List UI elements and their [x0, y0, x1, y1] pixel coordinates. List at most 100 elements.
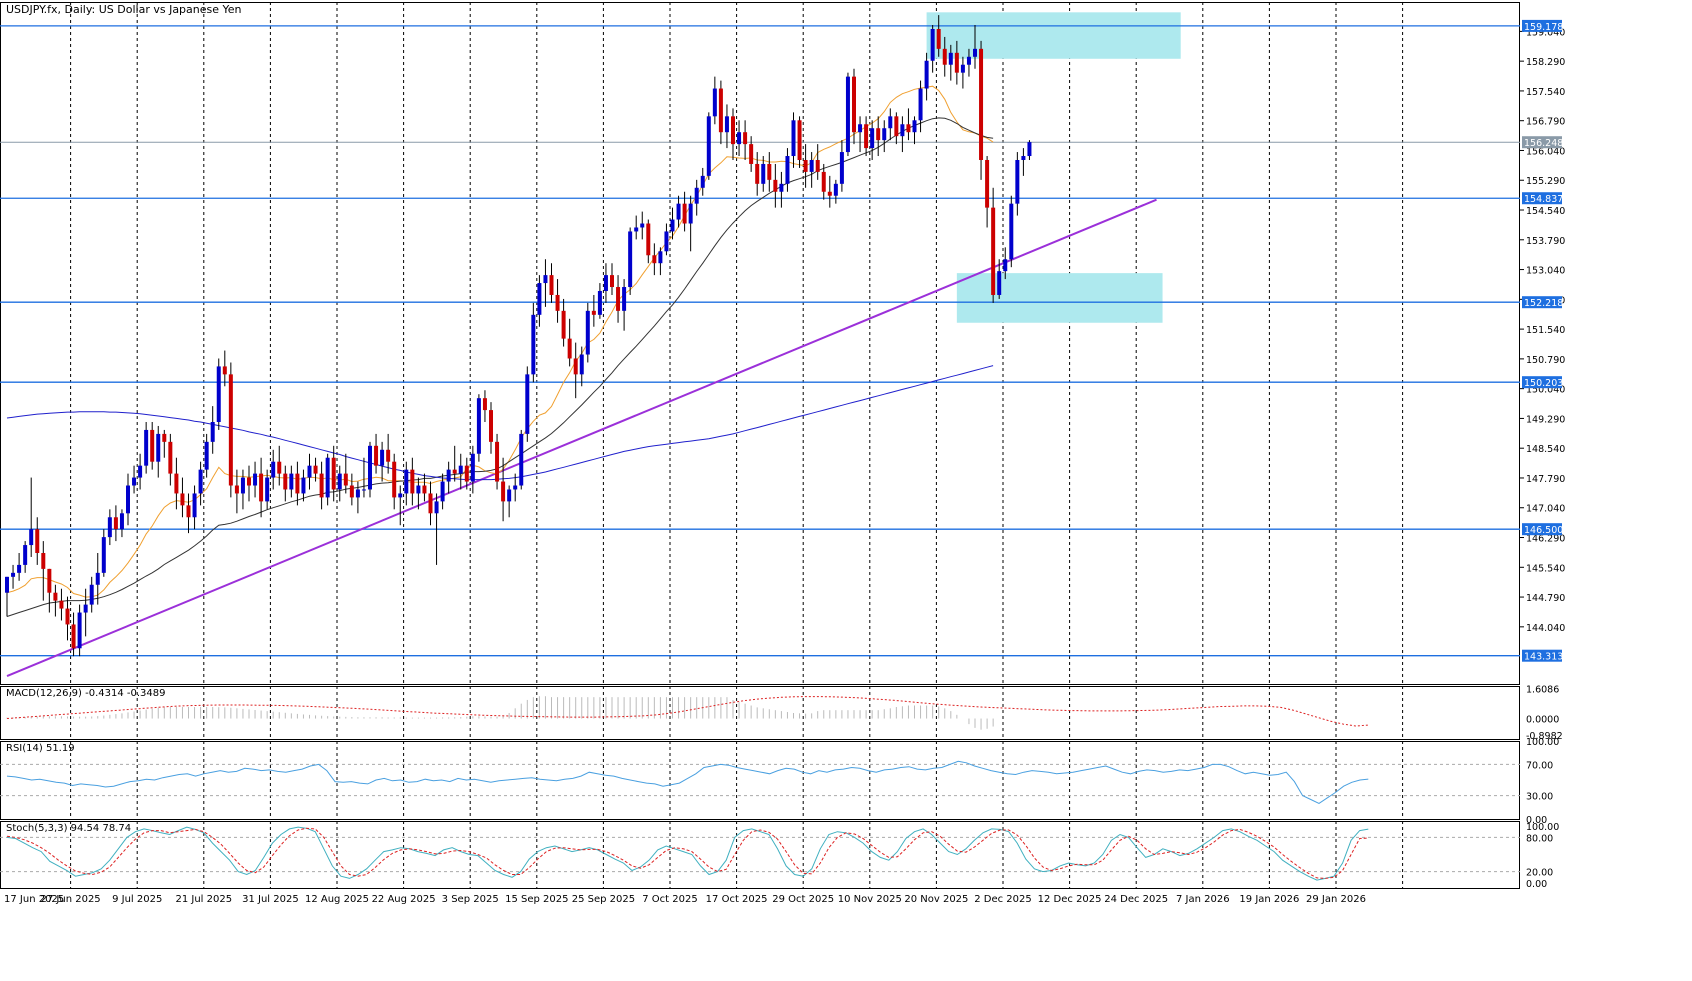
- supply-demand-zones: [926, 12, 1181, 323]
- bear-candle: [815, 159, 820, 172]
- bull-candle: [724, 116, 729, 133]
- vertical-grid: [70, 2, 1404, 888]
- bear-candle: [610, 275, 614, 288]
- bull-candle: [107, 517, 112, 538]
- price-tick-label: 153.040: [1526, 266, 1565, 277]
- bull-candle: [156, 433, 161, 462]
- indicator-frame-2: [0, 821, 1520, 889]
- bull-candle: [525, 374, 530, 434]
- price-tick-label: 144.040: [1526, 623, 1565, 634]
- bull-candle: [337, 473, 342, 490]
- bull-candle: [688, 203, 693, 224]
- bear-candle: [392, 461, 397, 498]
- zone-rectangle: [956, 273, 1163, 323]
- bear-candle: [186, 505, 191, 518]
- bull-candle: [210, 421, 215, 442]
- rsi-tick-label: 70.00: [1526, 760, 1553, 771]
- bull-candle: [966, 56, 971, 65]
- bear-candle: [47, 568, 52, 593]
- bull-candle: [216, 366, 221, 422]
- level-label-box: [1522, 296, 1562, 309]
- bull-candle: [17, 564, 22, 573]
- bull-candle: [1015, 159, 1020, 204]
- bull-candle: [997, 271, 1002, 295]
- bull-candle: [77, 612, 82, 649]
- macd-panel: MACD(12,26,9) -0.4314 -0.3489 1.6086 0.000…: [6, 685, 1563, 743]
- macd-signal-line: [6, 696, 1369, 727]
- time-tick-label: 20 Nov 2025: [904, 894, 968, 905]
- bull-candle: [271, 461, 276, 478]
- bear-candle: [991, 207, 996, 295]
- current-price-text: 156.248: [1524, 138, 1563, 149]
- bear-candle: [222, 366, 227, 375]
- bull-candle: [416, 485, 421, 494]
- time-tick-label: 12 Aug 2025: [305, 894, 369, 905]
- bear-candle: [743, 132, 748, 145]
- trendline-line: [6, 198, 1157, 677]
- bear-candle: [561, 310, 566, 339]
- time-tick-label: 12 Dec 2025: [1038, 894, 1102, 905]
- bear-candle: [386, 449, 391, 462]
- bear-candle: [567, 338, 572, 359]
- bear-candle: [767, 163, 772, 180]
- level-label-box: [1522, 649, 1562, 662]
- time-tick-label: 19 Jan 2026: [1239, 894, 1299, 905]
- level-label-box: [1522, 192, 1562, 205]
- bull-candle: [918, 88, 923, 121]
- bull-candle: [785, 156, 790, 184]
- bull-candle: [900, 124, 905, 137]
- bull-candle: [368, 445, 372, 490]
- level-label-box: [1522, 376, 1562, 389]
- bear-candle: [652, 255, 657, 264]
- bear-candle: [174, 473, 179, 494]
- bull-candle: [289, 473, 294, 490]
- price-tick-label: 158.290: [1526, 57, 1565, 68]
- bear-candle: [827, 191, 832, 196]
- bear-candle: [718, 88, 723, 133]
- bear-candle: [852, 76, 856, 133]
- bull-candle: [603, 275, 608, 291]
- level-price-labels: 159.178 154.837 152.218 150.203 146.500 143.3…: [1522, 19, 1563, 663]
- bear-candle: [985, 159, 990, 208]
- level-label-box: [1522, 523, 1562, 536]
- price-tick-label: 144.790: [1526, 593, 1565, 604]
- bull-candle: [23, 545, 28, 565]
- bear-candle: [180, 493, 185, 506]
- time-tick-label: 24 Dec 2025: [1104, 894, 1168, 905]
- time-tick-label: 29 Oct 2025: [772, 894, 834, 905]
- stoch-title: Stoch(5,3,3) 94.54 78.74: [6, 823, 131, 834]
- bull-candle: [597, 290, 602, 315]
- indicator-frame-0: [0, 686, 1520, 740]
- bear-candle: [682, 203, 687, 224]
- macd-tick-label: -0.8982: [1526, 731, 1563, 742]
- bear-candle: [555, 294, 560, 311]
- price-frame: [0, 2, 1520, 685]
- price-axis: 159.040 158.290 157.540 156.790 156.040 155.2…: [1520, 27, 1565, 634]
- bull-candle: [253, 473, 258, 486]
- moving-average-fast: [6, 85, 994, 598]
- bull-candle: [628, 231, 633, 288]
- bull-candle: [791, 120, 796, 157]
- bull-candle: [446, 469, 451, 482]
- indicator-frame-1: [0, 741, 1520, 820]
- level-label-text: 152.218: [1524, 298, 1563, 309]
- bull-candle: [198, 469, 203, 494]
- bear-candle: [954, 52, 959, 73]
- time-tick-label: 2 Dec 2025: [974, 894, 1032, 905]
- stoch-signal-line: [6, 827, 1369, 879]
- time-tick-label: 17 Jun 2025: [4, 894, 64, 905]
- level-label-text: 146.500: [1524, 525, 1563, 536]
- price-tick-label: 156.790: [1526, 117, 1565, 128]
- bear-candle: [228, 374, 233, 486]
- bull-candle: [1021, 156, 1026, 160]
- bear-candle: [71, 624, 76, 649]
- moving-averages: [6, 85, 994, 617]
- bull-candle: [640, 223, 645, 228]
- time-tick-label: 27 Jun 2025: [41, 894, 101, 905]
- bear-candle: [616, 287, 621, 311]
- bear-candle: [35, 529, 40, 553]
- price-tick-label: 149.290: [1526, 414, 1565, 425]
- bull-candle: [325, 457, 330, 498]
